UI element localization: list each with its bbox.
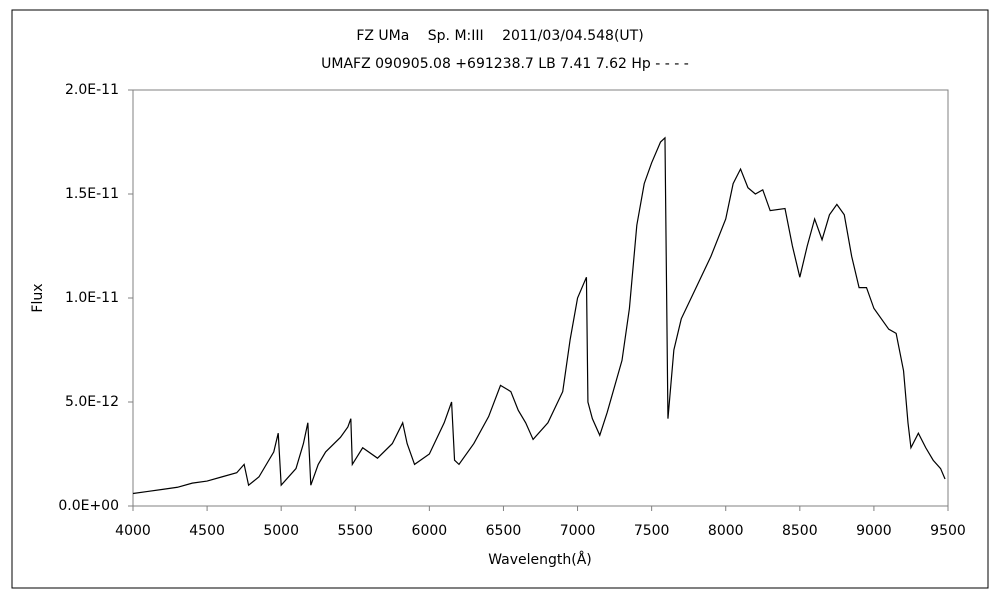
- x-tick-label: 7000: [560, 523, 596, 539]
- x-tick-label: 8000: [708, 523, 744, 539]
- x-tick-label: 9500: [930, 523, 966, 539]
- x-tick-label: 5500: [337, 523, 373, 539]
- x-tick-label: 7500: [634, 523, 670, 539]
- y-tick-label: 0.0E+00: [58, 498, 119, 514]
- spectrum-line: [132, 136, 946, 495]
- x-tick-label: 6000: [412, 523, 448, 539]
- plot-area: [132, 89, 949, 507]
- x-tick-label: 8500: [782, 523, 818, 539]
- chart-title: FZ UMa Sp. M:III 2011/03/04.548(UT): [356, 28, 643, 44]
- x-tick-label: 9000: [856, 523, 892, 539]
- x-tick-label: 5000: [263, 523, 299, 539]
- x-axis-label: Wavelength(Å): [488, 551, 592, 568]
- x-tick-label: 4500: [189, 523, 225, 539]
- chart-subtitle: UMAFZ 090905.08 +691238.7 LB 7.41 7.62 H…: [321, 56, 689, 72]
- y-tick-label: 1.5E-11: [65, 186, 119, 202]
- y-tick-label: 1.0E-11: [65, 290, 119, 306]
- y-tick-label: 2.0E-11: [65, 82, 119, 98]
- x-tick-label: 6500: [486, 523, 522, 539]
- y-axis-label: Flux: [30, 283, 46, 312]
- y-tick-label: 5.0E-12: [65, 394, 119, 410]
- x-tick-label: 4000: [115, 523, 151, 539]
